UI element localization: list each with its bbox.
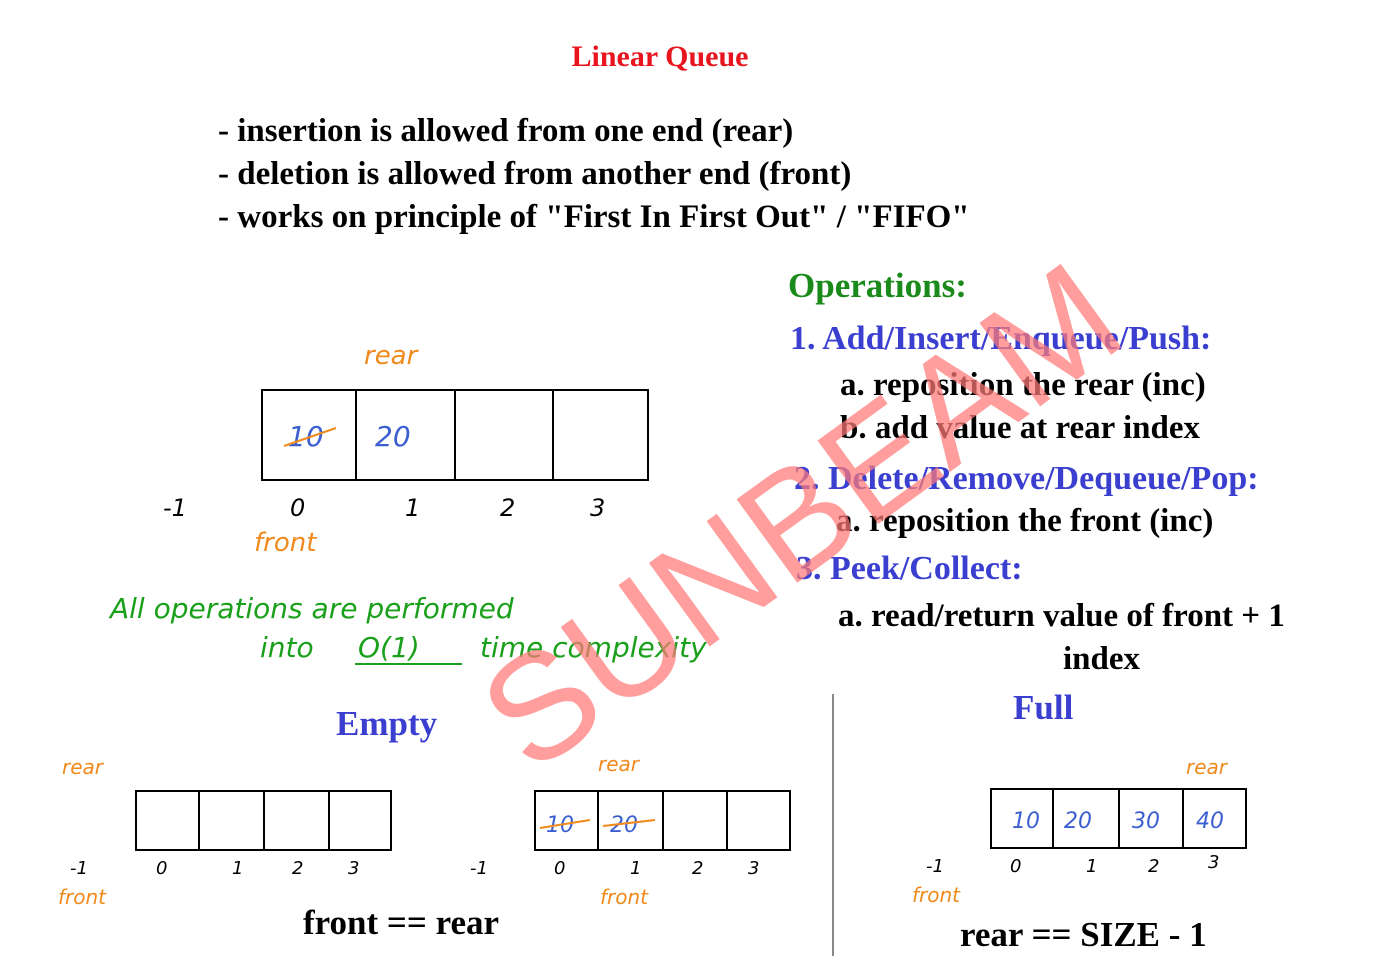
main-index-2: 2 [500, 494, 515, 522]
note-line-1: All operations are performed [108, 592, 514, 625]
page-title: Linear Queue [571, 40, 749, 73]
empty-a-index-1: 1 [232, 858, 243, 879]
note-time-complexity: time complexity [480, 631, 707, 664]
empty-condition: front == rear [303, 903, 500, 942]
empty-b-rear-label: rear [598, 752, 641, 776]
empty-b-index-0: 0 [554, 858, 565, 879]
empty-queue-diagram-a: rear -1 0 1 2 3 front [58, 755, 392, 909]
full-cell-3: 40 [1196, 809, 1224, 834]
empty-a-index-3: 3 [348, 858, 359, 879]
empty-b-index-1: 1 [630, 858, 641, 879]
full-front-label: front [912, 883, 961, 907]
full-cell-2: 30 [1132, 809, 1160, 834]
full-cell-1: 20 [1064, 809, 1092, 834]
op-pop-step-a: a. reposition the front (inc) [836, 503, 1214, 539]
main-index-m1: -1 [163, 494, 187, 522]
full-rear-label: rear [1186, 755, 1229, 779]
full-queue-diagram: rear 10 20 30 40 -1 0 1 2 3 front [912, 755, 1247, 907]
op-pop-label: 2. Delete/Remove/Dequeue/Pop: [794, 460, 1259, 497]
op-push-label: 1. Add/Insert/Enqueue/Push: [790, 320, 1212, 357]
complexity-note: All operations are performed into O(1) t… [108, 592, 707, 665]
operations-heading: Operations: [788, 266, 967, 305]
bullet-deletion: - deletion is allowed from another end (… [218, 156, 852, 192]
bullet-insertion: - insertion is allowed from one end (rea… [218, 113, 794, 149]
section-divider [832, 694, 834, 956]
full-condition: rear == SIZE - 1 [960, 915, 1207, 954]
empty-b-index-2: 2 [692, 858, 703, 879]
full-index-3: 3 [1208, 852, 1219, 873]
op-peek-label: 3. Peek/Collect: [796, 550, 1023, 587]
main-index-3: 3 [590, 494, 605, 522]
empty-a-index-0: 0 [156, 858, 167, 879]
empty-b-index-m1: -1 [470, 858, 488, 879]
full-index-m1: -1 [926, 856, 944, 877]
main-cell-1: 20 [375, 420, 411, 453]
empty-b-front-label: front [600, 885, 649, 909]
op-push-step-a: a. reposition the rear (inc) [840, 367, 1206, 403]
main-rear-label: rear [364, 341, 420, 371]
empty-a-index-2: 2 [292, 858, 303, 879]
main-index-1: 1 [405, 494, 420, 522]
op-push-step-b: b. add value at rear index [840, 410, 1200, 446]
op-peek-step-a-cont: index [1063, 641, 1141, 677]
full-cell-0: 10 [1012, 809, 1040, 834]
note-complexity: O(1) [358, 631, 420, 664]
op-peek-step-a: a. read/return value of front + 1 [838, 598, 1285, 634]
bullet-fifo: - works on principle of "First In First … [218, 199, 970, 235]
full-index-0: 0 [1010, 856, 1021, 877]
empty-queue-diagram-b: rear 10 20 -1 0 1 2 3 front [470, 752, 791, 909]
full-index-1: 1 [1086, 856, 1097, 877]
main-queue-diagram: rear 10 20 -1 0 1 2 3 front [163, 341, 649, 558]
main-cell-0-strike [283, 427, 337, 447]
main-index-0: 0 [290, 494, 305, 522]
note-into: into [260, 631, 314, 664]
empty-b-index-3: 3 [748, 858, 759, 879]
empty-heading: Empty [336, 704, 438, 743]
empty-a-front-label: front [58, 885, 107, 909]
full-heading: Full [1013, 688, 1074, 727]
empty-a-index-m1: -1 [70, 858, 88, 879]
empty-a-rear-label: rear [62, 755, 105, 779]
full-index-2: 2 [1148, 856, 1159, 877]
main-cell-0: 10 [288, 420, 324, 453]
main-front-label: front [254, 528, 317, 558]
